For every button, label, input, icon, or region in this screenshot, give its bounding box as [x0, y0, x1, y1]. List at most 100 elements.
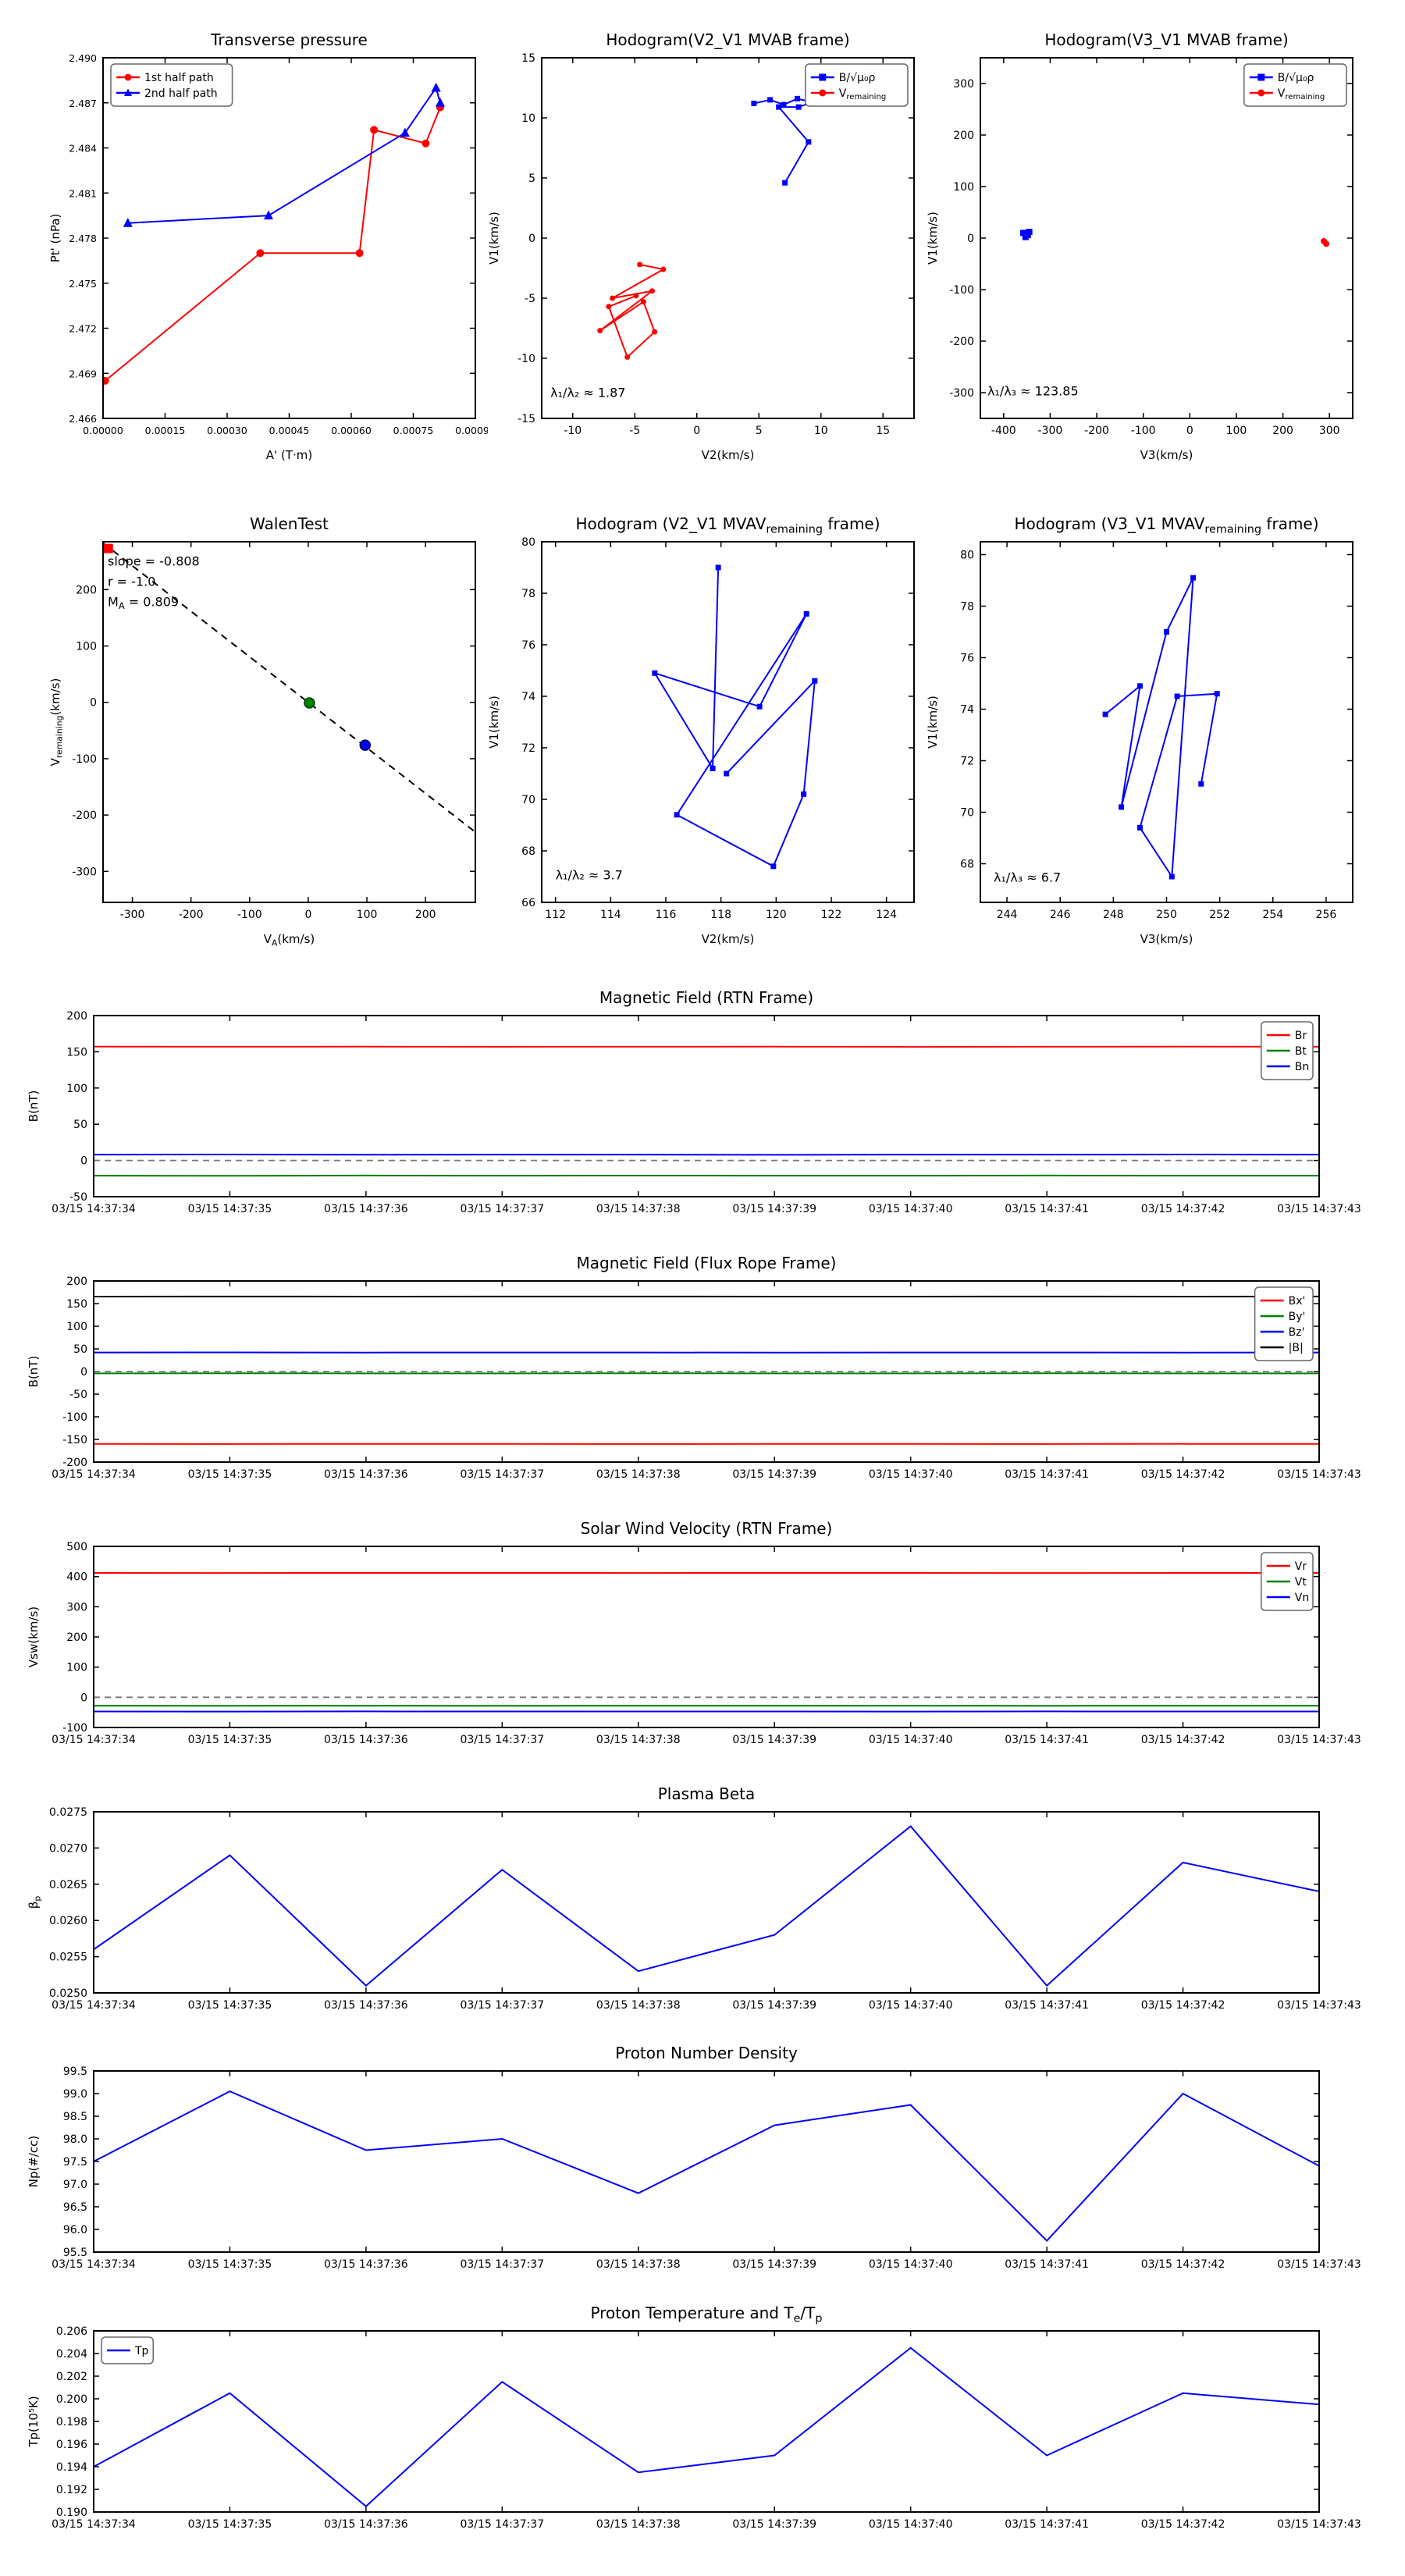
svg-text:68: 68	[960, 859, 974, 871]
svg-text:-5: -5	[629, 425, 640, 437]
square-marker	[1257, 73, 1265, 81]
circle-marker	[649, 288, 656, 294]
circle-marker	[637, 262, 643, 268]
svg-text:0.206: 0.206	[56, 2325, 87, 2338]
legend-label: Bt	[1295, 1045, 1307, 1058]
annotation: λ₁/λ₃ ≈ 123.85	[987, 383, 1079, 398]
svg-text:80: 80	[521, 536, 535, 549]
svg-text:100: 100	[1226, 425, 1247, 437]
svg-text:03/15 14:37:38: 03/15 14:37:38	[596, 1203, 681, 1215]
svg-text:03/15 14:37:42: 03/15 14:37:42	[1141, 2258, 1225, 2271]
chart-proton_temp: Proton Temperature and Te/Tp 03/15 14:37:…	[27, 2304, 1361, 2531]
svg-text:03/15 14:37:36: 03/15 14:37:36	[324, 2258, 408, 2271]
x-tick-labels: 03/15 14:37:34 03/15 14:37:35 03/15 14:37:…	[52, 2258, 1361, 2271]
svg-text:03/15 14:37:41: 03/15 14:37:41	[1005, 1999, 1089, 2012]
svg-text:96.5: 96.5	[63, 2201, 87, 2214]
axes-border	[102, 541, 476, 903]
svg-text:0.00015: 0.00015	[145, 425, 186, 436]
series-group	[103, 82, 445, 385]
square-marker	[795, 95, 801, 101]
y-axis-label: Vsw(km/s)	[27, 1606, 41, 1667]
svg-text:256: 256	[1316, 909, 1337, 921]
square-marker	[776, 104, 782, 110]
svg-text:03/15 14:37:35: 03/15 14:37:35	[188, 1203, 272, 1215]
svg-text:-200: -200	[179, 909, 204, 921]
svg-text:03/15 14:37:40: 03/15 14:37:40	[869, 1468, 953, 1481]
square-marker	[652, 670, 658, 676]
panel-magnetic-field-fluxrope: Magnetic Field (Flux Rope Frame) 03/15 14…	[16, 1253, 1389, 1510]
svg-text:5: 5	[756, 425, 763, 437]
x-tick-labels: 112 114 116 118 120 122 124	[545, 909, 897, 921]
series-group	[94, 1825, 1319, 1987]
y-tick-labels: -200 -150 -100 -50 0 50 100 150 200	[62, 1276, 87, 1469]
triangle-marker	[263, 210, 274, 220]
chart-title: Hodogram(V3_V1 MVAB frame)	[1044, 30, 1288, 49]
svg-text:200: 200	[1272, 425, 1293, 437]
x-tick-labels: 03/15 14:37:34 03/15 14:37:35 03/15 14:37:…	[52, 1999, 1361, 2012]
svg-text:95.5: 95.5	[63, 2247, 87, 2259]
svg-text:-200: -200	[949, 336, 974, 348]
svg-text:03/15 14:37:39: 03/15 14:37:39	[732, 2518, 816, 2531]
svg-text:-10: -10	[518, 353, 535, 365]
chart-title: Magnetic Field (Flux Rope Frame)	[577, 1254, 837, 1272]
svg-text:03/15 14:37:35: 03/15 14:37:35	[188, 2258, 272, 2271]
svg-text:0.194: 0.194	[56, 2461, 87, 2474]
svg-text:-300: -300	[1038, 425, 1063, 437]
svg-text:200: 200	[66, 1276, 87, 1288]
legend: Bx' By' Bz' |B|	[1254, 1286, 1314, 1361]
series-group	[94, 1571, 1319, 1713]
legend: B/√μ₀ρ Vremaining	[1243, 63, 1347, 107]
legend: B/√μ₀ρ Vremaining	[805, 63, 909, 107]
svg-text:0.192: 0.192	[56, 2484, 87, 2496]
series-V_{remaining}	[599, 263, 666, 359]
svg-text:200: 200	[953, 130, 974, 142]
axes-border	[93, 1280, 1320, 1463]
svg-text:99.5: 99.5	[63, 2065, 87, 2078]
circle-marker	[256, 249, 265, 258]
y-axis-label: B(nT)	[27, 1356, 41, 1388]
legend-label: Bn	[1295, 1061, 1309, 1073]
square-marker	[819, 73, 827, 81]
chart-hodogram_v2v1_mvab: Hodogram(V2_V1 MVAB frame)-10 -5 0 5 10 15-15…	[487, 30, 915, 462]
circle-marker	[124, 73, 132, 81]
axes-border	[541, 541, 915, 903]
svg-text:0.0255: 0.0255	[49, 1952, 87, 1964]
svg-text:2.475: 2.475	[69, 278, 97, 290]
axes-border	[980, 57, 1353, 419]
circle-marker	[610, 295, 616, 301]
svg-text:300: 300	[953, 78, 974, 91]
y-tick-labels: -100 0 100 200 300 400 500	[62, 1541, 87, 1735]
svg-text:03/15 14:37:42: 03/15 14:37:42	[1141, 1734, 1225, 1746]
y-tick-labels: 68 70 72 74 76 78 80	[960, 550, 974, 871]
legend-label: Vremaining	[1278, 87, 1325, 101]
svg-text:-100: -100	[949, 284, 974, 297]
square-marker	[1026, 229, 1033, 236]
y-axis-label: Tp(10⁵K)	[27, 2396, 41, 2447]
svg-text:248: 248	[1103, 909, 1124, 921]
svg-text:0.00030: 0.00030	[207, 425, 247, 436]
svg-text:03/15 14:37:37: 03/15 14:37:37	[460, 1999, 544, 2012]
svg-text:03/15 14:37:39: 03/15 14:37:39	[732, 2258, 816, 2271]
y-tick-labels: 66 68 70 72 74 76 78 80	[521, 536, 535, 909]
svg-text:254: 254	[1262, 909, 1283, 921]
legend-label: B/√μ₀ρ	[1278, 72, 1314, 84]
panel-hodogram-v3v1-mvab: Hodogram(V3_V1 MVAB frame) -400 -300 -200 -1…	[924, 9, 1365, 487]
legend: 1st half path 2nd half path	[110, 63, 233, 107]
y-axis-label: V1(km/s)	[487, 696, 501, 749]
square-marker	[1119, 804, 1125, 810]
svg-text:118: 118	[710, 909, 731, 921]
legend-label: B/√μ₀ρ	[839, 72, 876, 84]
svg-text:0: 0	[1186, 425, 1193, 437]
x-tick-labels: -300 -200 -100 0 100 200	[120, 909, 436, 921]
x-axis-label: A' (T·m)	[266, 448, 312, 462]
annotation: r = -1.0	[108, 574, 155, 589]
legend-label: Vn	[1295, 1592, 1309, 1604]
svg-text:97.5: 97.5	[63, 2156, 87, 2169]
svg-text:03/15 14:37:42: 03/15 14:37:42	[1141, 1468, 1225, 1481]
y-axis-label: Np(#/cc)	[27, 2136, 41, 2188]
svg-text:2.478: 2.478	[69, 233, 97, 244]
square-marker	[710, 765, 716, 771]
svg-text:03/15 14:37:36: 03/15 14:37:36	[324, 1203, 408, 1215]
svg-text:-200: -200	[72, 809, 97, 822]
svg-text:03/15 14:37:34: 03/15 14:37:34	[52, 2518, 136, 2531]
